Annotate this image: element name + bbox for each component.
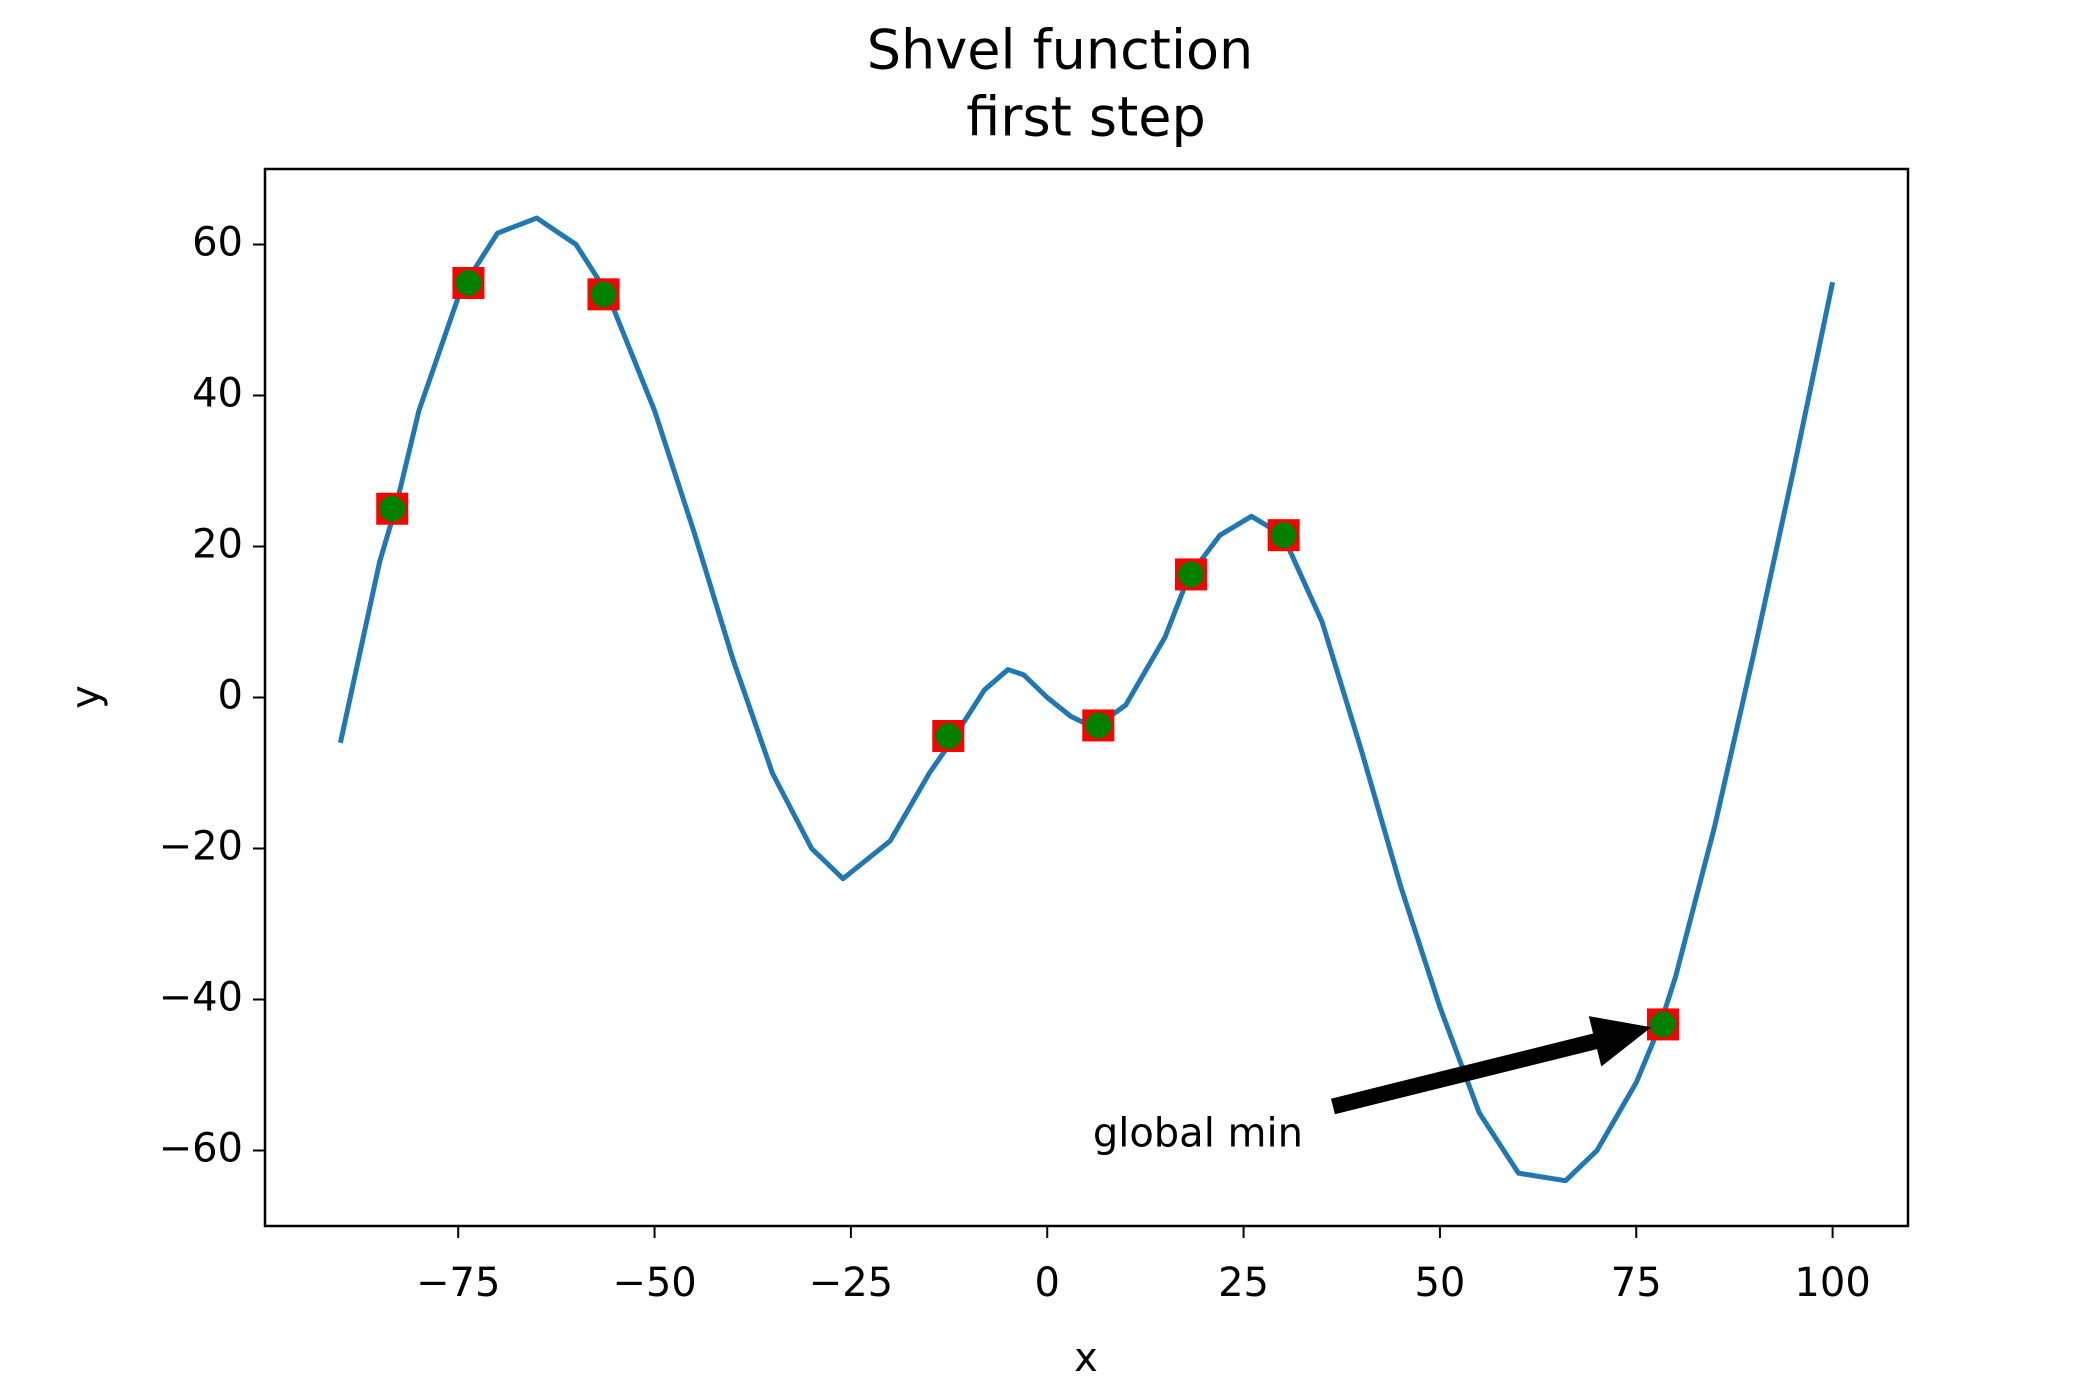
y-tick-label: −40 [159,975,243,1021]
x-tick-label: 100 [1794,1260,1870,1306]
point-dot [1649,1011,1676,1038]
chart-title: Shvel function [867,19,1253,82]
x-tick-label: −50 [612,1260,696,1306]
curve [337,215,1836,1184]
x-tick-label: 0 [1035,1260,1060,1306]
y-tick-label: −20 [159,824,243,870]
x-tick-label: 50 [1414,1260,1465,1306]
point-dot [1177,561,1204,588]
y-tick-label: 40 [192,371,243,417]
annotation-text: global min [1093,1110,1303,1156]
plot-area [337,215,1836,1184]
point-dot [1085,712,1112,739]
point-dot [379,495,406,522]
x-axis-label: x [1074,1335,1098,1381]
x-tick-label: 75 [1611,1260,1662,1306]
y-axis-label: y [63,685,109,709]
y-tick-label: 20 [192,522,243,568]
y-tick-label: 60 [192,220,243,266]
annotation-arrow [1331,1016,1652,1115]
point-dot [1270,522,1297,549]
x-tick-label: −25 [809,1260,893,1306]
x-tick-label: 25 [1218,1260,1269,1306]
y-tick-label: 0 [218,673,243,719]
point-dot [590,281,617,308]
point-dot [935,723,962,750]
y-tick-label: −60 [159,1126,243,1172]
point-dot [455,270,482,297]
chart-subtitle: first step [966,86,1206,149]
x-tick-label: −75 [416,1260,500,1306]
